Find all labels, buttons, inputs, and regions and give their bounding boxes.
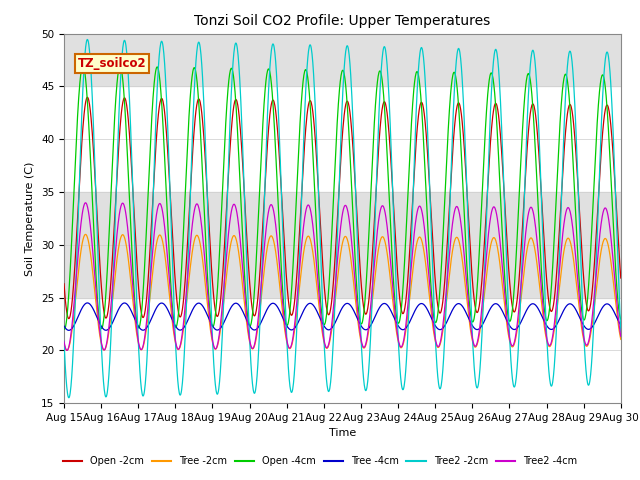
Legend: Open -2cm, Tree -2cm, Open -4cm, Tree -4cm, Tree2 -2cm, Tree2 -4cm: Open -2cm, Tree -2cm, Open -4cm, Tree -4… xyxy=(59,453,581,470)
Title: Tonzi Soil CO2 Profile: Upper Temperatures: Tonzi Soil CO2 Profile: Upper Temperatur… xyxy=(195,14,490,28)
Text: TZ_soilco2: TZ_soilco2 xyxy=(78,57,147,70)
X-axis label: Time: Time xyxy=(329,429,356,438)
Bar xyxy=(64,192,621,298)
Bar xyxy=(64,0,621,86)
Y-axis label: Soil Temperature (C): Soil Temperature (C) xyxy=(26,161,35,276)
